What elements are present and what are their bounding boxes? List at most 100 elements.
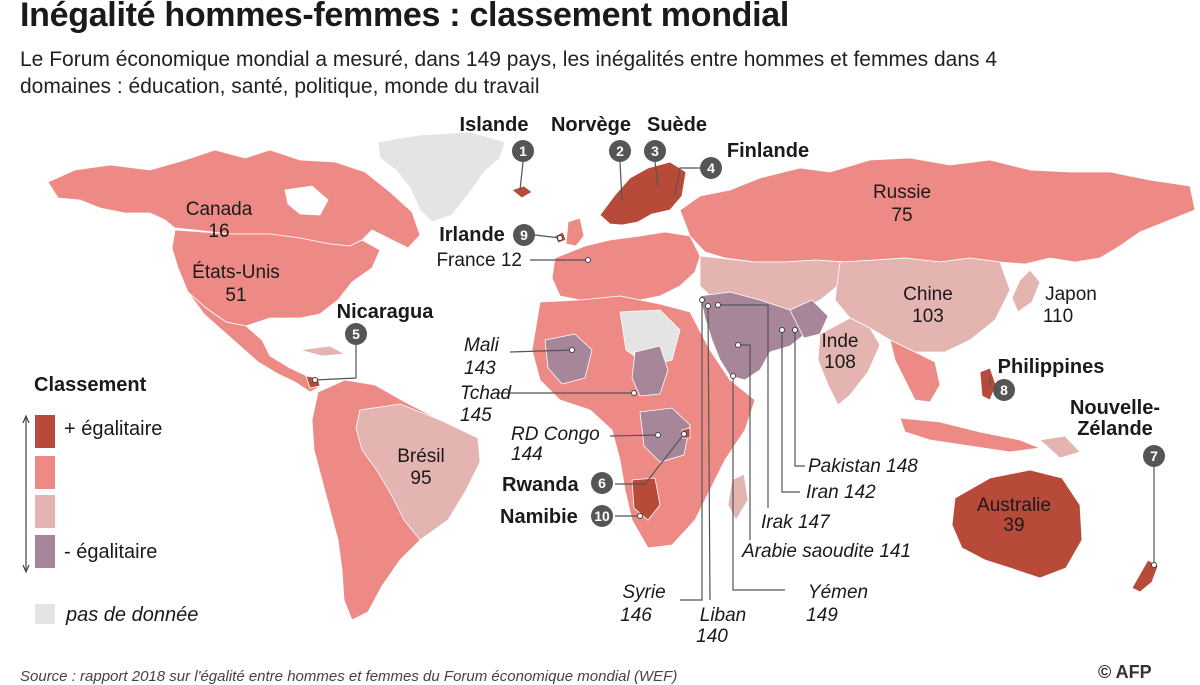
middle-east-shape [699, 291, 811, 381]
rank-badge-namibie: 10 [591, 505, 613, 527]
hudson-bay [284, 185, 329, 216]
label-irak: Irak [761, 512, 794, 533]
rank-russie: 75 [891, 205, 912, 226]
label-chine: Chine [903, 284, 953, 305]
tchad-shape [631, 345, 669, 397]
label-france: France [436, 250, 495, 271]
map-title: Inégalité hommes-femmes : classement mon… [20, 0, 790, 34]
australie-shape [951, 469, 1083, 579]
label-nouvelle-zelande-2: Zélande [1077, 418, 1153, 440]
islande-shape [511, 185, 533, 199]
canada-shape [47, 149, 421, 249]
madagascar-shape [727, 473, 749, 521]
legend-label-no-data: pas de donnée [65, 604, 198, 626]
greenland-shape [377, 131, 506, 223]
rank-rd-congo: 144 [511, 444, 543, 465]
uk-shape [565, 217, 585, 247]
rank-badge-islande: 1 [512, 140, 534, 162]
svg-text:3: 3 [651, 143, 659, 159]
indonesia-shape [899, 417, 1042, 453]
rank-inde: 108 [824, 352, 856, 373]
label-rwanda: Rwanda [502, 474, 580, 496]
legend-swatch-4 [35, 535, 55, 568]
label-suede: Suède [647, 114, 707, 136]
europe-shape [551, 231, 701, 301]
russie-shape [679, 157, 1196, 265]
rank-canada: 16 [208, 221, 229, 242]
svg-text:Irak 147: Irak 147 [761, 512, 831, 533]
afp-credit: © AFP [1098, 662, 1152, 682]
label-inde: Inde [822, 331, 859, 352]
legend-label-minus: - égalitaire [64, 541, 157, 563]
svg-text:Pakistan 148: Pakistan 148 [808, 456, 918, 477]
label-liban: Liban [700, 605, 747, 626]
svg-text:2: 2 [616, 143, 624, 159]
label-bresil: Brésil [397, 446, 445, 467]
label-arabie-saoudite: Arabie saoudite [741, 541, 874, 562]
leader-lines [314, 161, 1155, 601]
philippines-shape [979, 367, 997, 401]
rank-badge-irlande: 9 [513, 224, 535, 246]
namibie-shape [631, 477, 661, 521]
label-etats-unis: États-Unis [192, 262, 280, 283]
landmasses [47, 131, 1196, 621]
svg-text:France 12: France 12 [436, 250, 522, 271]
map-subtitle: Le Forum économique mondial a mesuré, da… [20, 48, 998, 98]
label-norvege: Norvège [551, 114, 631, 136]
rank-liban: 140 [696, 626, 728, 647]
label-russie: Russie [873, 182, 931, 203]
rank-badge-rwanda: 6 [591, 472, 613, 494]
rank-badge-norvege: 2 [609, 140, 631, 162]
legend-swatch-3 [35, 495, 55, 528]
rank-etats-unis: 51 [225, 285, 246, 306]
rank-chine: 103 [912, 306, 944, 327]
label-rd-congo: RD Congo [511, 424, 600, 445]
rank-japon: 110 [1043, 306, 1073, 327]
label-mali: Mali [464, 335, 500, 356]
svg-text:1: 1 [519, 143, 527, 159]
label-nouvelle-zelande-1: Nouvelle- [1070, 397, 1160, 419]
legend: Classement + égalitaire - égalitaire pas… [22, 374, 198, 626]
rank-yemen: 149 [806, 605, 838, 626]
label-islande: Islande [460, 114, 529, 136]
svg-text:10: 10 [594, 508, 610, 524]
svg-text:7: 7 [1150, 448, 1158, 464]
label-tchad: Tchad [460, 383, 512, 404]
rd-congo-shape [639, 407, 691, 463]
rank-badge-nouvelle-zelande: 7 [1143, 445, 1165, 467]
svg-text:Arabie saoudite 141: Arabie saoudite 141 [741, 541, 911, 562]
bresil-shape [355, 403, 481, 541]
label-canada: Canada [186, 199, 253, 220]
label-yemen: Yémen [808, 582, 868, 603]
svg-text:9: 9 [520, 227, 528, 243]
southeast-asia-shape [889, 339, 941, 403]
country-dots [312, 235, 1157, 568]
rank-badge-suede: 3 [644, 140, 666, 162]
rank-bresil: 95 [410, 468, 431, 489]
svg-text:8: 8 [1000, 382, 1008, 398]
rank-badges: 1 2 3 4 9 5 6 10 [345, 140, 1165, 527]
svg-text:4: 4 [707, 160, 715, 176]
label-syrie: Syrie [622, 582, 665, 603]
legend-label-plus: + égalitaire [64, 418, 162, 440]
label-iran: Iran [806, 482, 839, 503]
label-philippines: Philippines [998, 356, 1105, 378]
rank-arabie-saoudite: 141 [879, 541, 911, 562]
legend-swatch-1 [35, 415, 55, 448]
country-labels: Islande Norvège Suède Finlande Irlande F… [186, 114, 1160, 647]
rank-badge-nicaragua: 5 [345, 323, 367, 345]
inde-shape [817, 317, 881, 406]
rank-badge-philippines: 8 [993, 379, 1015, 401]
legend-swatch-2 [35, 456, 55, 489]
svg-text:5: 5 [352, 326, 360, 342]
rank-badge-finlande: 4 [700, 157, 722, 179]
png-shape [1039, 435, 1081, 459]
legend-swatch-no-data [35, 604, 55, 624]
rank-australie: 39 [1003, 515, 1024, 536]
rank-pakistan: 148 [886, 456, 918, 477]
japon-shape [1011, 269, 1041, 313]
rank-irak: 147 [798, 512, 831, 533]
label-nicaragua: Nicaragua [337, 301, 435, 323]
cuba-shape [299, 345, 347, 357]
